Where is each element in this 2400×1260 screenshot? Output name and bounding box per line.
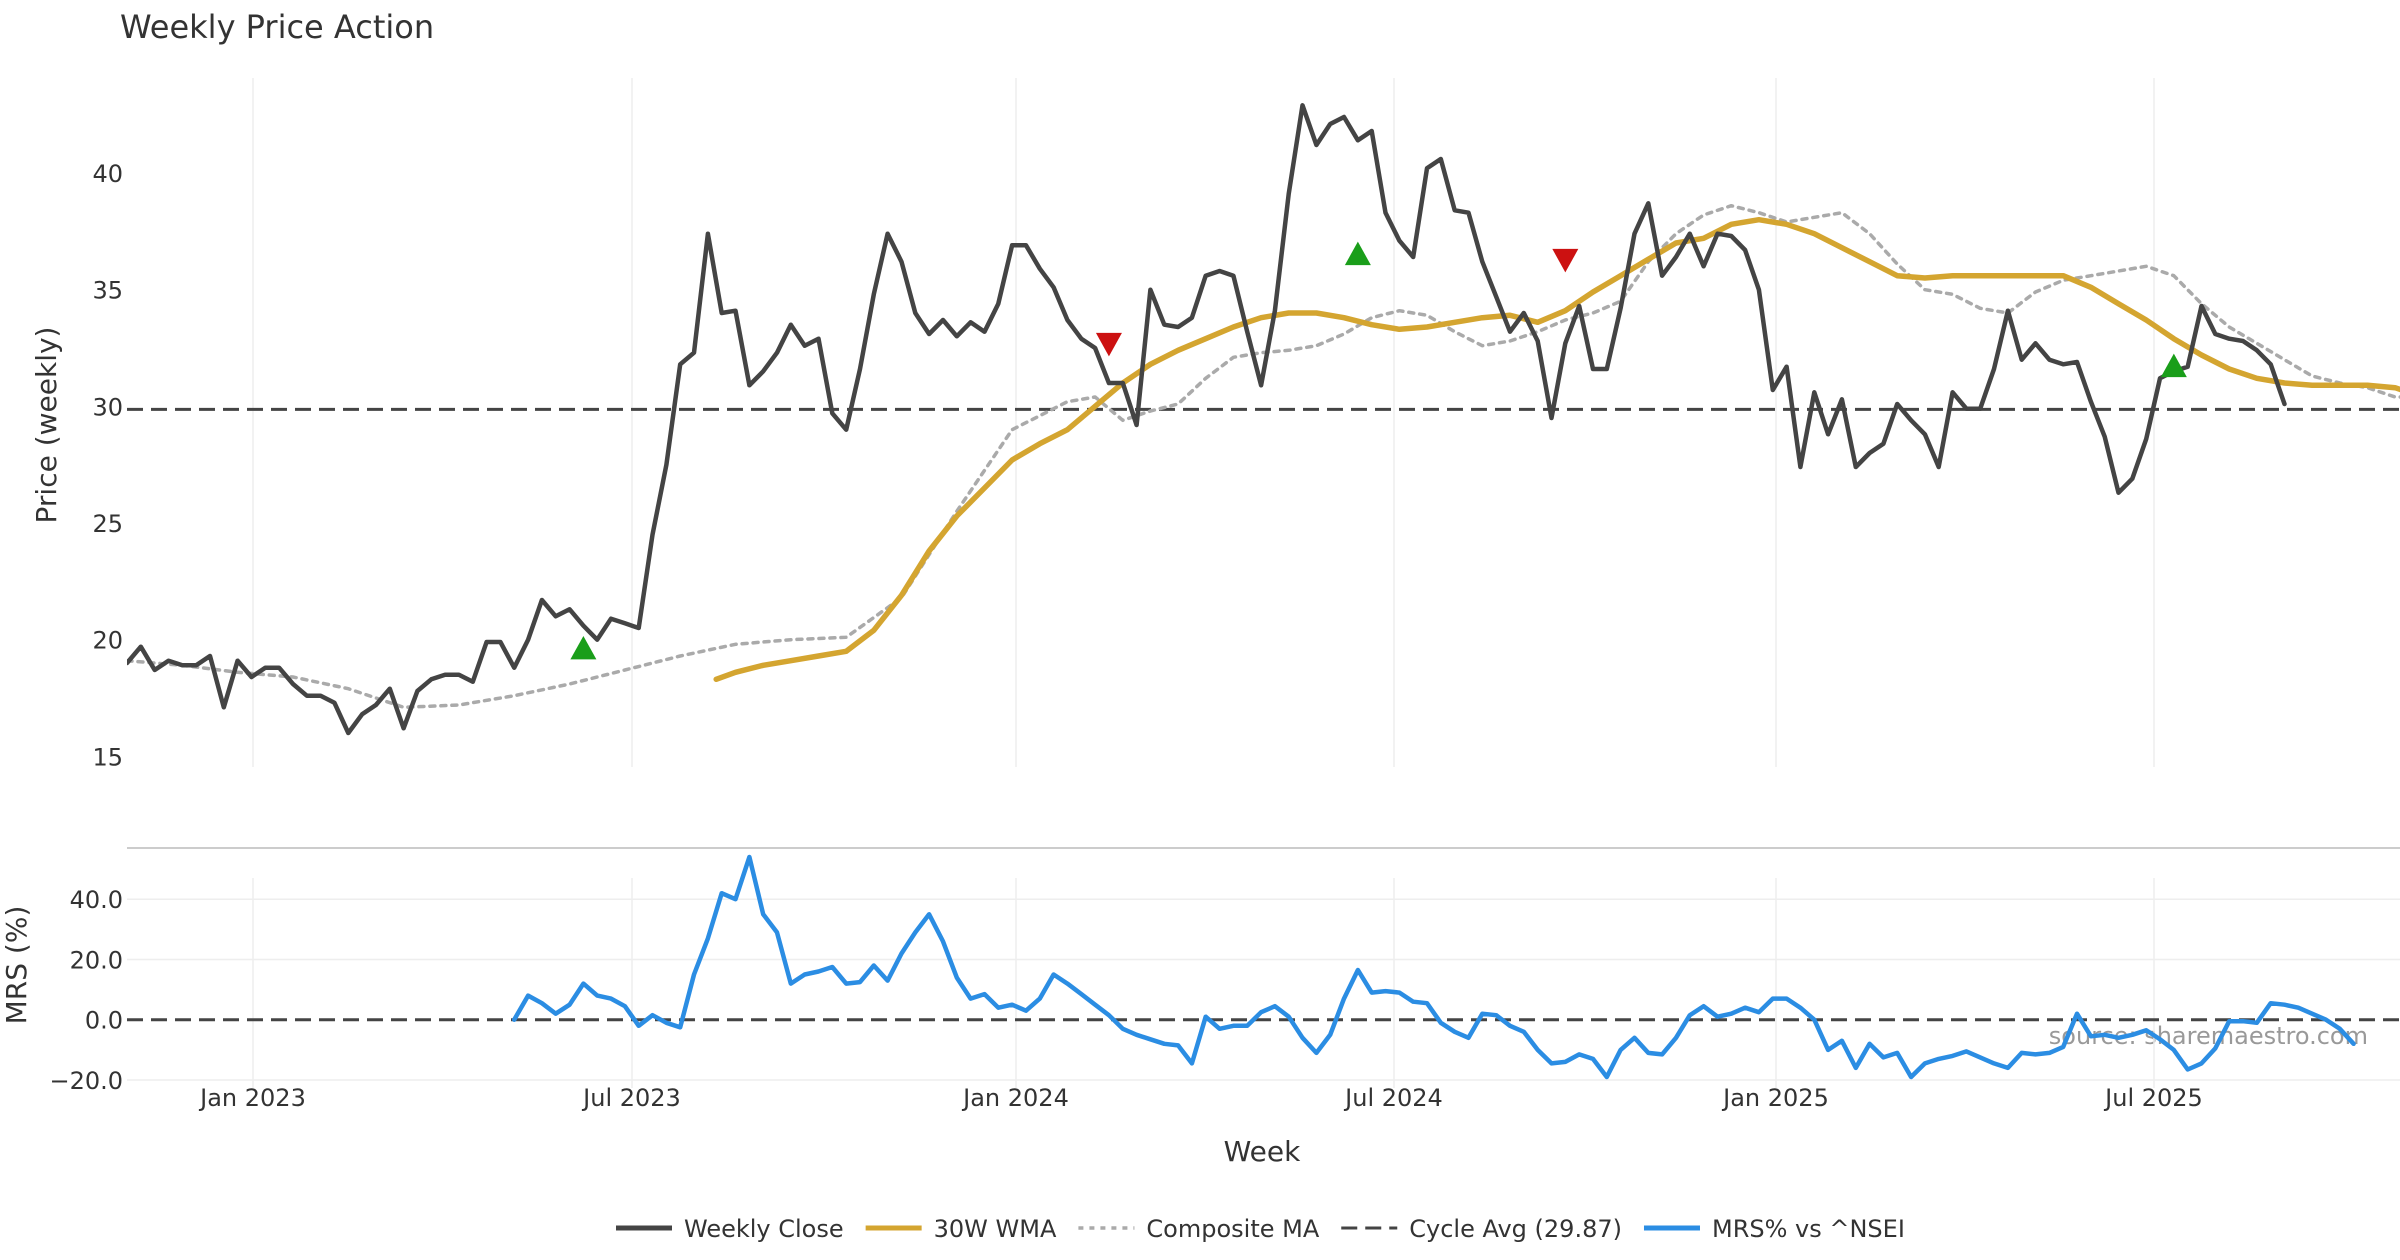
price-y-tick-label: 30 — [92, 393, 123, 421]
price-panel: 15 20 25 30 35 40 — [92, 78, 2400, 771]
price-y-tick-label: 15 — [92, 743, 123, 771]
legend-label: MRS% vs ^NSEI — [1712, 1215, 1905, 1243]
legend-item: MRS% vs ^NSEI — [1643, 1215, 1905, 1243]
mrs-y-tick-label: 0.0 — [85, 1007, 123, 1035]
x-tick-label: Jan 2023 — [198, 1084, 306, 1112]
legend-label: 30W WMA — [934, 1215, 1057, 1243]
price-y-axis-label: Price (weekly) — [30, 327, 63, 524]
legend-label: Cycle Avg (29.87) — [1409, 1215, 1622, 1243]
legend-item: Composite MA — [1078, 1215, 1320, 1243]
mrs-y-axis-label: MRS (%) — [0, 906, 33, 1025]
x-axis-label: Week — [1224, 1135, 1301, 1168]
legend-item: Weekly Close — [616, 1215, 844, 1243]
price-y-tick-label: 20 — [92, 627, 123, 655]
mrs-y-tick-label: −20.0 — [49, 1067, 123, 1095]
buy-signal-marker — [2160, 353, 2187, 378]
x-tick-label: Jan 2025 — [1721, 1084, 1829, 1112]
mrs-panel: −20.0 0.0 20.0 40.0 Jan 2023 Jul 2023 Jan 2024… — [49, 847, 2400, 1112]
legend-item: Cycle Avg (29.87) — [1341, 1215, 1622, 1243]
x-tick-label: Jul 2024 — [1343, 1084, 1443, 1112]
x-tick-label: Jul 2023 — [581, 1084, 681, 1112]
sell-signal-marker — [1552, 248, 1579, 273]
wma-30w-line — [713, 216, 2400, 683]
price-y-tick-label: 35 — [92, 277, 123, 305]
legend-item: 30W WMA — [865, 1215, 1057, 1243]
legend-label: Composite MA — [1146, 1215, 1319, 1243]
buy-signal-marker — [1344, 241, 1371, 266]
chart-title: Weekly Price Action — [120, 8, 434, 46]
x-tick-label: Jan 2024 — [961, 1084, 1069, 1112]
composite-ma-line — [127, 203, 2400, 710]
weekly-close-line — [127, 103, 2287, 736]
sell-signal-marker — [1095, 332, 1122, 357]
x-tick-label: Jul 2025 — [2103, 1084, 2203, 1112]
buy-signal-marker — [570, 636, 597, 660]
mrs-y-tick-label: 40.0 — [70, 886, 123, 914]
price-y-tick-label: 25 — [92, 510, 123, 538]
legend-label: Weekly Close — [684, 1215, 844, 1243]
mrs-y-tick-label: 20.0 — [70, 946, 123, 974]
legend: Weekly Close 30W WMA Composite MA Cycle Avg… — [616, 1215, 1905, 1243]
mrs-line — [511, 854, 2356, 1080]
price-y-tick-label: 40 — [92, 160, 123, 188]
